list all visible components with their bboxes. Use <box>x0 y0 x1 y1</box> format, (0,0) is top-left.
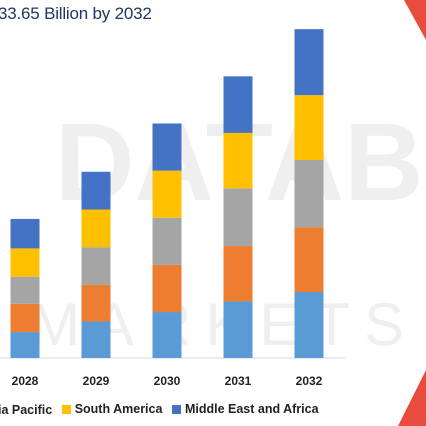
legend-swatch-middle-east-africa <box>171 404 181 414</box>
bar-segment-2029-s3 <box>81 209 111 248</box>
bar-segment-2032-s2 <box>294 160 324 228</box>
bar-segment-2028-s1 <box>10 303 40 333</box>
bar-segment-2028-s3 <box>10 248 40 277</box>
legend-swatch-south-america <box>61 404 71 414</box>
bars-group <box>10 29 324 358</box>
chart-legend: ia Pacific South America Middle East and… <box>0 402 325 417</box>
bar-segment-2032-s3 <box>294 95 324 160</box>
x-tick-label-2030: 2030 <box>154 374 181 388</box>
legend-label-asia-pacific: ia Pacific <box>0 402 53 417</box>
bar-segment-2029-s1 <box>81 284 111 322</box>
bar-segment-2032-s4 <box>294 29 324 96</box>
bar-segment-2031-s1 <box>223 246 253 302</box>
bar-segment-2031-s3 <box>223 132 253 189</box>
corner-decoration-bottom <box>398 370 426 426</box>
x-tick-labels: 2028 2029 2030 2031 2032 <box>12 374 323 388</box>
x-tick-label-2029: 2029 <box>83 374 110 388</box>
x-tick-label-2032: 2032 <box>296 374 323 388</box>
bar-segment-2032-s1 <box>294 227 324 292</box>
bar-segment-2029-s4 <box>81 171 111 210</box>
bar-segment-2029-s0 <box>81 321 111 358</box>
bar-segment-2031-s2 <box>223 188 253 247</box>
legend-item-south-america: South America <box>61 402 163 416</box>
bar-segment-2028-s2 <box>10 276 40 304</box>
corner-decoration-top <box>404 0 426 40</box>
bar-segment-2030-s3 <box>152 170 182 218</box>
legend-item-middle-east-africa: Middle East and Africa <box>171 402 319 416</box>
bar-segment-2028-s4 <box>10 218 40 249</box>
bar-segment-2031-s0 <box>223 301 253 358</box>
x-tick-label-2028: 2028 <box>12 374 39 388</box>
chart-subtitle: 33.65 Billion by 2032 <box>0 4 152 23</box>
bar-segment-2031-s4 <box>223 76 253 133</box>
legend-label-south-america: South America <box>74 402 163 416</box>
bar-segment-2032-s0 <box>294 292 324 358</box>
bar-segment-2028-s0 <box>10 332 40 358</box>
bar-segment-2029-s2 <box>81 247 111 285</box>
x-tick-label-2031: 2031 <box>225 374 252 388</box>
legend-label-middle-east-africa: Middle East and Africa <box>184 402 319 416</box>
bar-segment-2030-s1 <box>152 264 182 313</box>
bar-segment-2030-s4 <box>152 123 182 171</box>
bar-segment-2030-s0 <box>152 312 182 358</box>
legend-item-asia-pacific: ia Pacific <box>0 403 52 417</box>
bar-segment-2030-s2 <box>152 217 182 265</box>
